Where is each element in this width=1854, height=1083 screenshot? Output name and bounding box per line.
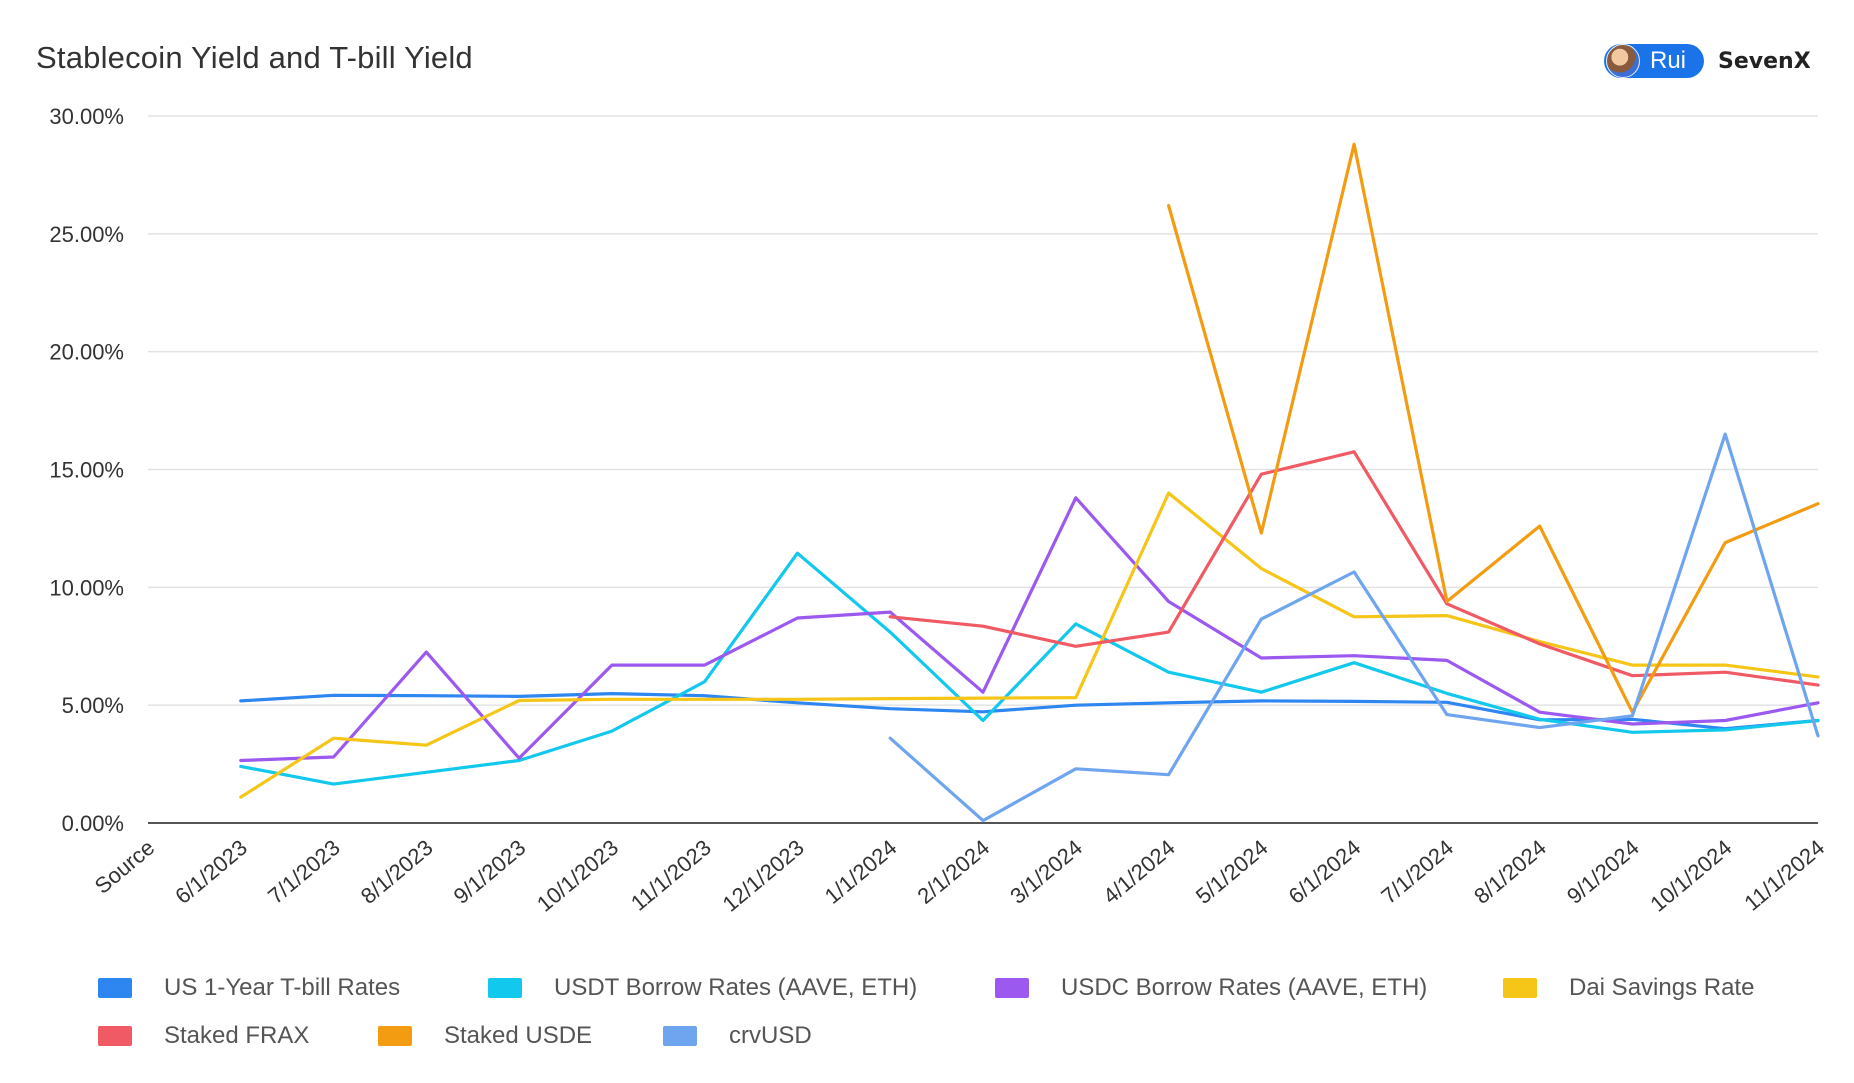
series-line-5 [1167, 142, 1820, 714]
x-tick-label: 1/1/2024 [820, 835, 902, 909]
x-tick-label: 4/1/2024 [1098, 835, 1180, 909]
brand-logo-text: SevenX [1718, 48, 1811, 74]
x-tick-label: 8/1/2023 [356, 835, 438, 909]
series-line-0 [239, 692, 1820, 731]
legend-item[interactable]: US 1-Year T-bill Rates [98, 973, 400, 1003]
x-tick-label: 9/1/2024 [1562, 835, 1644, 909]
series-line-4 [888, 450, 1820, 687]
x-axis-ticks: Source 6/1/2023 7/1/2023 8/1/2023 9/1/2023 10… [90, 835, 1829, 917]
legend-swatch [378, 1026, 412, 1046]
legend-item[interactable]: USDC Borrow Rates (AAVE, ETH) [995, 973, 1427, 1003]
legend-label: crvUSD [729, 1022, 812, 1049]
x-tick-label: 10/1/2024 [1645, 835, 1736, 917]
x-tick-label: 11/1/2023 [626, 835, 716, 916]
grid-lines [148, 115, 1818, 824]
y-tick-label: 0.00% [62, 811, 124, 836]
legend-label: Staked FRAX [164, 1022, 310, 1049]
series-line-3 [239, 491, 1820, 799]
brand-badge: Rui SevenX [1604, 44, 1811, 78]
x-tick-label: 12/1/2023 [718, 835, 809, 917]
y-tick-label: 25.00% [49, 222, 124, 247]
x-tick-label: 2/1/2024 [913, 835, 995, 909]
y-tick-label: 10.00% [49, 575, 124, 600]
y-tick-label: 20.00% [49, 340, 124, 365]
x-tick-label: Source [90, 835, 159, 899]
series-line-6 [888, 432, 1820, 823]
y-tick-label: 5.00% [62, 693, 124, 718]
x-tick-label: 9/1/2023 [449, 835, 531, 909]
legend-label: US 1-Year T-bill Rates [164, 974, 401, 1001]
legend-swatch [995, 978, 1029, 998]
y-tick-label: 15.00% [49, 458, 124, 483]
x-tick-label: 10/1/2023 [532, 835, 623, 917]
legend-label: Staked USDE [444, 1022, 593, 1049]
line-chart: 0.00% 5.00% 10.00% 15.00% 20.00% 25.00% 30.00%… [49, 104, 1829, 917]
series-lines [239, 142, 1820, 823]
x-tick-label: 7/1/2024 [1376, 835, 1458, 909]
x-tick-label: 3/1/2024 [1005, 835, 1087, 909]
y-axis-ticks: 0.00% 5.00% 10.00% 15.00% 20.00% 25.00% 30.00% [49, 104, 124, 836]
legend-item[interactable]: USDT Borrow Rates (AAVE, ETH) [488, 973, 917, 1003]
legend-swatch [98, 1026, 132, 1046]
x-tick-label: 5/1/2024 [1191, 835, 1273, 909]
legend-swatch [98, 978, 132, 998]
legend: US 1-Year T-bill Rates USDT Borrow Rates … [98, 973, 1818, 1083]
legend-item[interactable]: Dai Savings Rate [1503, 973, 1754, 1003]
legend-label: USDT Borrow Rates (AAVE, ETH) [554, 974, 918, 1001]
brand-user-label: Rui [1650, 47, 1687, 74]
x-tick-label: 6/1/2023 [170, 835, 252, 909]
legend-swatch [488, 978, 522, 998]
legend-item[interactable]: Staked USDE [378, 1021, 592, 1051]
legend-item[interactable]: crvUSD [663, 1021, 812, 1051]
legend-swatch [663, 1026, 697, 1046]
x-tick-label: 8/1/2024 [1469, 835, 1551, 909]
series-line-2 [239, 496, 1820, 763]
brand-pill: Rui [1604, 44, 1705, 78]
series-line-1 [239, 551, 1820, 786]
legend-label: USDC Borrow Rates (AAVE, ETH) [1061, 974, 1428, 1001]
legend-label: Dai Savings Rate [1569, 974, 1755, 1001]
x-tick-label: 7/1/2023 [263, 835, 345, 909]
y-tick-label: 30.00% [49, 104, 124, 129]
x-tick-label: 11/1/2024 [1739, 835, 1829, 916]
legend-item[interactable]: Staked FRAX [98, 1021, 309, 1051]
chart-title: Stablecoin Yield and T-bill Yield [36, 40, 473, 75]
avatar [1606, 44, 1640, 78]
legend-swatch [1503, 978, 1537, 998]
x-tick-label: 6/1/2024 [1284, 835, 1366, 909]
